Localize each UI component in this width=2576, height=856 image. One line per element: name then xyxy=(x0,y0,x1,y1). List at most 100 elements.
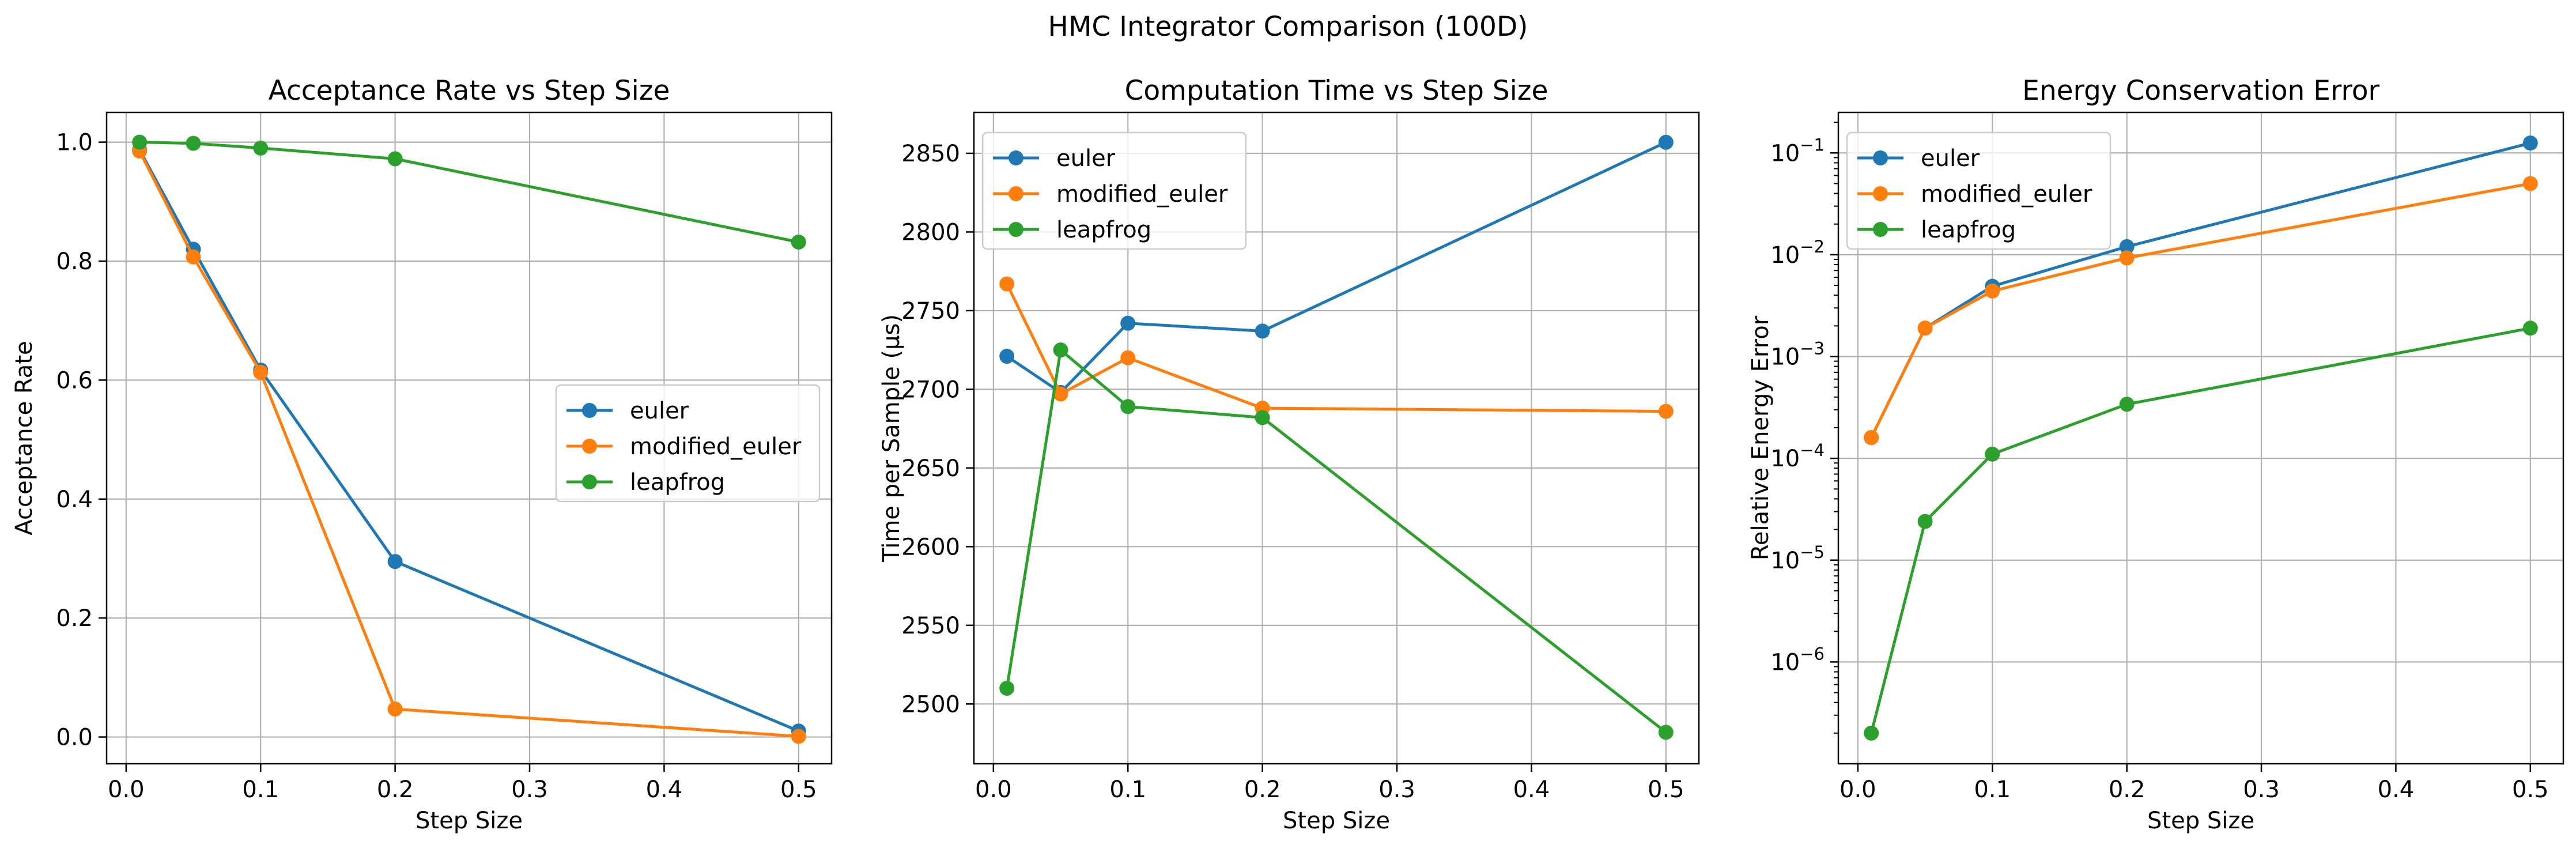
data-point-euler xyxy=(1255,323,1270,339)
y-tick-label: 10−5 xyxy=(1770,542,1825,574)
y-axis-label: Relative Energy Error xyxy=(1747,315,1774,560)
x-tick-label: 0.5 xyxy=(1648,776,1684,803)
x-tick-label: 0.3 xyxy=(511,776,548,803)
x-tick-label: 0.3 xyxy=(1378,776,1415,803)
chart-panel-2: 0.0 0.1 0.2 0.3 0.4 0.5 2500 2550 2600 2650 2700 27… xyxy=(878,75,1700,834)
x-tick-label: 0.1 xyxy=(1974,776,2011,803)
legend-label-modified_euler: modified_euler xyxy=(1921,181,2092,208)
legend-label-leapfrog: leapfrog xyxy=(1056,217,1151,243)
x-tick-label: 0.3 xyxy=(2243,776,2280,803)
data-point-modified_euler xyxy=(1053,386,1068,402)
x-tick-label: 0.4 xyxy=(646,776,683,803)
x-axis-label: Step Size xyxy=(2147,808,2254,834)
y-tick-label: 2700 xyxy=(901,376,960,403)
y-tick-label: 0.8 xyxy=(56,248,93,275)
legend-box xyxy=(1846,131,2112,250)
data-point-leapfrog xyxy=(1985,446,2000,462)
x-tick-label: 0.0 xyxy=(1840,776,1876,803)
data-point-modified_euler xyxy=(1120,350,1136,365)
data-point-leapfrog xyxy=(1053,342,1068,358)
legend-label-euler: euler xyxy=(1921,145,1980,172)
y-tick-label: 0.6 xyxy=(56,367,93,394)
x-tick-label: 0.1 xyxy=(242,776,279,803)
y-tick-label: 10−2 xyxy=(1770,237,1825,269)
y-tick-label: 2650 xyxy=(901,455,960,482)
legend: euler modified_euler leapfrog xyxy=(981,131,1247,250)
data-point-modified_euler xyxy=(791,729,806,744)
x-tick-label: 0.0 xyxy=(108,776,145,803)
chart-title: Energy Conservation Error xyxy=(2022,75,2379,107)
y-tick-label: 0.0 xyxy=(56,725,93,751)
x-axis-label: Step Size xyxy=(416,808,523,834)
x-tick-label: 0.2 xyxy=(2109,776,2146,803)
legend: euler modified_euler leapfrog xyxy=(555,384,821,503)
legend-label-euler: euler xyxy=(630,398,689,424)
legend-marker-leapfrog xyxy=(1873,222,1888,237)
data-point-modified_euler xyxy=(253,364,269,380)
y-axis-label: Acceptance Rate xyxy=(11,341,37,535)
data-point-leapfrog xyxy=(2119,397,2135,412)
legend: euler modified_euler leapfrog xyxy=(1846,131,2112,250)
y-tick-label: 10−3 xyxy=(1770,339,1825,371)
data-point-euler xyxy=(2119,239,2135,254)
legend-label-euler: euler xyxy=(1056,145,1116,172)
data-point-modified_euler xyxy=(999,276,1015,292)
chart-panel-3: 0.0 0.1 0.2 0.3 0.4 0.5 10−6 10−5 10−4 10−3 10−2 10… xyxy=(1747,75,2564,834)
data-point-leapfrog xyxy=(186,135,201,151)
legend-marker-euler xyxy=(582,403,597,418)
x-tick-label: 0.2 xyxy=(377,776,414,803)
legend-marker-leapfrog xyxy=(582,474,597,489)
legend-box xyxy=(981,131,1247,250)
y-tick-label: 10−6 xyxy=(1770,644,1825,676)
y-tick-label: 10−1 xyxy=(1770,135,1825,167)
chart-panel-1: 0.0 0.1 0.2 0.3 0.4 0.5 0.0 0.2 0.4 0.6 0.8 1.0 Acce… xyxy=(11,75,833,834)
y-tick-label: 2750 xyxy=(901,298,960,325)
data-point-modified_euler xyxy=(1917,320,1933,336)
chart-title: Computation Time vs Step Size xyxy=(1125,75,1548,107)
axes-frame xyxy=(973,111,1700,765)
data-point-leapfrog xyxy=(1255,410,1270,425)
data-point-modified_euler xyxy=(2119,250,2135,266)
x-tick-label: 0.2 xyxy=(1244,776,1281,803)
data-point-modified_euler xyxy=(387,702,403,717)
y-tick-label: 1.0 xyxy=(56,130,93,156)
figure-title: HMC Integrator Comparison (100D) xyxy=(1048,11,1528,43)
y-tick-label: 0.4 xyxy=(56,487,93,513)
legend-label-modified_euler: modified_euler xyxy=(630,433,802,460)
legend-label-modified_euler: modified_euler xyxy=(1056,181,1228,208)
x-axis-label: Step Size xyxy=(1283,808,1390,834)
y-tick-label: 2550 xyxy=(901,613,960,639)
y-tick-label: 2850 xyxy=(901,141,960,167)
legend-label-leapfrog: leapfrog xyxy=(630,469,725,496)
x-tick-label: 0.5 xyxy=(780,776,817,803)
data-point-leapfrog xyxy=(1864,725,1879,741)
x-tick-label: 0.4 xyxy=(2378,776,2415,803)
data-point-euler xyxy=(999,349,1015,364)
data-point-euler xyxy=(1120,315,1136,331)
data-point-leapfrog xyxy=(2522,320,2538,336)
legend-marker-modified_euler xyxy=(1009,186,1023,201)
y-tick-label: 10−4 xyxy=(1770,440,1825,472)
data-point-modified_euler xyxy=(1985,283,2000,299)
data-point-euler xyxy=(2522,135,2538,151)
data-point-leapfrog xyxy=(999,680,1015,696)
y-tick-label: 2800 xyxy=(901,219,960,246)
data-point-euler xyxy=(387,554,403,570)
data-point-modified_euler xyxy=(1658,404,1674,419)
legend-box xyxy=(555,384,821,503)
x-tick-label: 0.4 xyxy=(1513,776,1550,803)
data-point-leapfrog xyxy=(1120,399,1136,414)
axes-frame xyxy=(105,111,833,765)
data-point-modified_euler xyxy=(1864,430,1879,446)
y-axis-label: Time per Sample (μs) xyxy=(878,314,905,563)
y-tick-label: 2600 xyxy=(901,534,960,560)
y-tick-label: 2500 xyxy=(901,691,960,718)
chart-title: Acceptance Rate vs Step Size xyxy=(269,75,670,107)
data-point-leapfrog xyxy=(132,134,148,150)
data-point-leapfrog xyxy=(253,140,269,156)
data-point-leapfrog xyxy=(1917,514,1933,529)
legend-marker-modified_euler xyxy=(582,439,597,454)
data-point-leapfrog xyxy=(791,234,806,250)
